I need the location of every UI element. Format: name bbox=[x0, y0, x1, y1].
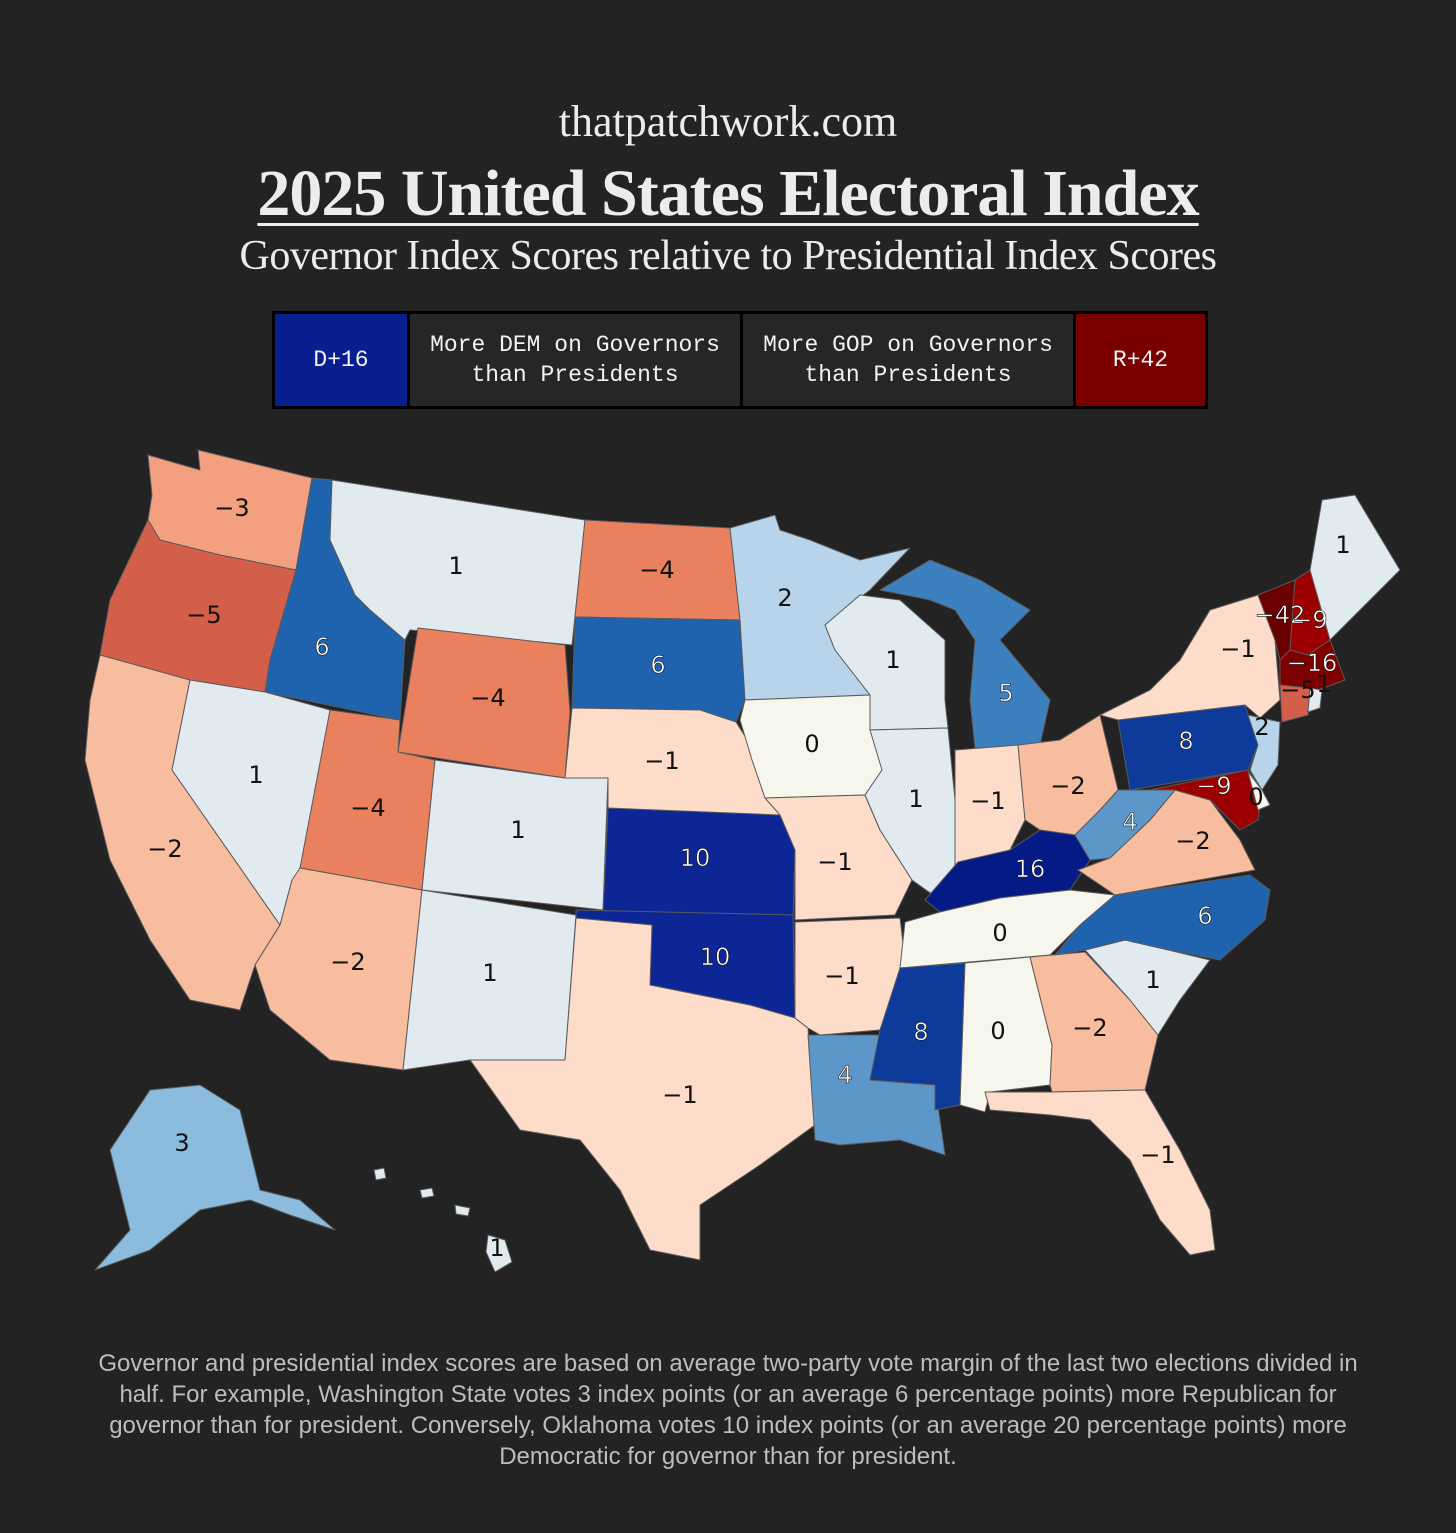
label-MN: 2 bbox=[777, 584, 792, 612]
legend-dem-label: More DEM on Governors than Presidents bbox=[407, 314, 740, 406]
label-TX: −1 bbox=[662, 1081, 697, 1109]
label-NM: 1 bbox=[482, 959, 497, 987]
label-CT: −5 bbox=[1280, 676, 1315, 704]
label-VT: −42 bbox=[1255, 601, 1306, 629]
label-NJ: 2 bbox=[1254, 713, 1269, 741]
legend-dem-max: D+16 bbox=[275, 314, 407, 406]
label-DE: 0 bbox=[1248, 783, 1263, 811]
us-map: −3 −5 −2 6 1 1 −4 −4 −2 1 1 −4 6 −1 10 1… bbox=[0, 430, 1456, 1290]
label-KY: 16 bbox=[1015, 855, 1046, 883]
label-CO: 1 bbox=[510, 816, 525, 844]
label-IN: −1 bbox=[970, 787, 1005, 815]
label-NV: 1 bbox=[248, 761, 263, 789]
state-ME[interactable] bbox=[1309, 494, 1401, 641]
label-MA: −16 bbox=[1287, 649, 1338, 677]
label-MO: −1 bbox=[817, 848, 852, 876]
label-KS: 10 bbox=[680, 844, 711, 872]
page-title: 2025 United States Electoral Index bbox=[0, 156, 1456, 232]
legend-gop-max: R+42 bbox=[1073, 314, 1205, 406]
state-WY[interactable] bbox=[397, 627, 571, 779]
label-WY: −4 bbox=[470, 684, 505, 712]
state-DE[interactable] bbox=[1247, 771, 1271, 811]
label-IL: 1 bbox=[908, 785, 923, 813]
label-AZ: −2 bbox=[330, 948, 365, 976]
label-SD: 6 bbox=[650, 651, 665, 679]
label-VA: −2 bbox=[1175, 827, 1210, 855]
label-ND: −4 bbox=[639, 556, 674, 584]
label-NE: −1 bbox=[644, 747, 679, 775]
label-WV: 4 bbox=[1122, 808, 1137, 836]
label-ME: 1 bbox=[1335, 531, 1350, 559]
label-OH: −2 bbox=[1050, 772, 1085, 800]
label-AL: 0 bbox=[990, 1017, 1005, 1045]
label-HI: 1 bbox=[489, 1234, 504, 1262]
label-SC: 1 bbox=[1145, 966, 1160, 994]
label-TN: 0 bbox=[992, 919, 1007, 947]
label-MD: −9 bbox=[1196, 772, 1231, 800]
site-name: thatpatchwork.com bbox=[558, 97, 898, 146]
legend-gop-text-line2: than Presidents bbox=[804, 362, 1012, 388]
label-FL: −1 bbox=[1140, 1141, 1175, 1169]
legend-dem-text-line1: More DEM on Governors bbox=[430, 332, 720, 358]
legend-dem-text-line2: than Presidents bbox=[471, 362, 679, 388]
state-labels: −3 −5 −2 6 1 1 −4 −4 −2 1 1 −4 6 −1 10 1… bbox=[147, 494, 1350, 1262]
page-subtitle: Governor Index Scores relative to Presid… bbox=[239, 233, 1217, 279]
label-OR: −5 bbox=[186, 601, 221, 629]
label-LA: 4 bbox=[837, 1061, 852, 1089]
state-NC[interactable] bbox=[1054, 874, 1271, 961]
label-AR: −1 bbox=[824, 962, 859, 990]
label-PA: 8 bbox=[1178, 727, 1193, 755]
label-RI: 1 bbox=[1316, 670, 1331, 698]
label-CA: −2 bbox=[147, 835, 182, 863]
label-ID: 6 bbox=[314, 633, 329, 661]
state-HI-islands bbox=[373, 1167, 471, 1217]
state-KS[interactable] bbox=[602, 807, 796, 921]
legend-gop-text-line1: More GOP on Governors bbox=[763, 332, 1053, 358]
state-IL[interactable] bbox=[864, 727, 959, 901]
label-MT: 1 bbox=[448, 552, 463, 580]
label-NY: −1 bbox=[1220, 635, 1255, 663]
label-AK: 3 bbox=[174, 1129, 189, 1157]
footnote: Governor and presidential index scores a… bbox=[98, 1350, 1358, 1470]
state-AK[interactable] bbox=[94, 1084, 336, 1271]
color-legend: D+16 More DEM on Governors than President… bbox=[272, 311, 1208, 409]
state-FL[interactable] bbox=[984, 1089, 1216, 1256]
label-WI: 1 bbox=[885, 646, 900, 674]
page-title-text: 2025 United States Electoral Index bbox=[257, 157, 1199, 230]
state-CO[interactable] bbox=[421, 759, 609, 911]
label-OK: 10 bbox=[700, 943, 731, 971]
state-AR[interactable] bbox=[794, 917, 906, 1036]
state-RI[interactable] bbox=[1307, 687, 1323, 713]
label-NC: 6 bbox=[1197, 902, 1212, 930]
state-MD[interactable] bbox=[1149, 769, 1263, 831]
label-WA: −3 bbox=[214, 494, 249, 522]
label-IA: 0 bbox=[804, 730, 819, 758]
state-TX[interactable] bbox=[469, 917, 816, 1261]
state-CT[interactable] bbox=[1279, 684, 1311, 723]
legend-gop-label: More GOP on Governors than Presidents bbox=[740, 314, 1073, 406]
state-HI[interactable] bbox=[485, 1234, 513, 1273]
label-MS: 8 bbox=[913, 1018, 928, 1046]
label-NH: −9 bbox=[1292, 606, 1327, 634]
label-GA: −2 bbox=[1072, 1014, 1107, 1042]
state-WI[interactable] bbox=[824, 594, 949, 731]
label-UT: −4 bbox=[350, 794, 385, 822]
label-MI: 5 bbox=[998, 679, 1013, 707]
